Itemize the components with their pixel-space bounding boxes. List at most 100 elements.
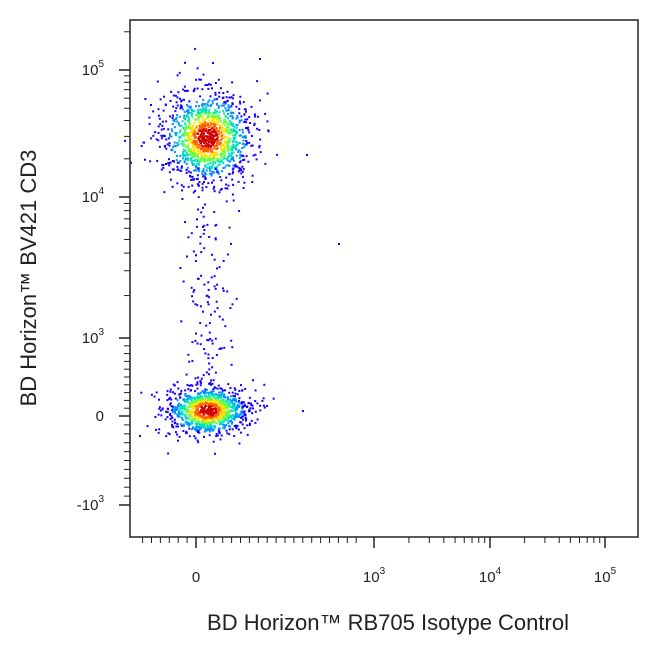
event-point <box>209 135 212 138</box>
event-point <box>218 421 221 423</box>
event-point <box>181 418 184 421</box>
event-point <box>219 416 222 419</box>
event-point <box>183 408 186 411</box>
event-point <box>174 126 177 129</box>
event-point <box>225 399 228 402</box>
event-point <box>204 164 207 167</box>
event-point <box>199 108 202 111</box>
event-point <box>193 398 196 401</box>
event-point <box>216 98 218 101</box>
event-point <box>238 108 241 110</box>
event-point <box>244 404 247 407</box>
event-point <box>203 150 206 153</box>
event-point <box>223 408 226 411</box>
event-point <box>204 427 207 430</box>
event-point <box>179 160 182 163</box>
event-point <box>228 154 231 157</box>
event-point <box>221 398 224 401</box>
event-point <box>172 105 175 108</box>
event-point <box>221 403 224 405</box>
event-point <box>193 110 196 113</box>
event-point <box>194 189 197 192</box>
event-point <box>193 178 196 181</box>
event-point <box>225 109 228 112</box>
event-point <box>211 404 213 407</box>
event-point <box>158 117 161 120</box>
event-point <box>200 418 203 421</box>
event-point <box>194 405 197 408</box>
event-point <box>190 232 193 235</box>
event-point <box>196 422 199 425</box>
event-point <box>160 168 163 171</box>
event-point <box>191 405 194 408</box>
event-point <box>188 111 191 114</box>
event-point <box>211 123 213 126</box>
event-point <box>204 153 207 156</box>
event-point <box>199 391 202 394</box>
event-point <box>218 163 221 166</box>
event-point <box>196 110 199 113</box>
x-tick-label: 105 <box>594 566 617 586</box>
event-point <box>198 168 201 171</box>
event-point <box>211 339 214 342</box>
event-point <box>188 417 191 420</box>
event-point <box>240 384 242 387</box>
event-point <box>220 104 223 107</box>
event-point <box>208 373 210 376</box>
event-point <box>192 418 195 421</box>
event-point <box>211 366 214 369</box>
event-point <box>181 410 184 413</box>
event-point <box>201 423 204 426</box>
event-point <box>231 117 234 120</box>
event-point <box>201 107 204 110</box>
event-point <box>226 141 229 143</box>
event-point <box>203 435 205 438</box>
event-point <box>175 101 178 104</box>
event-point <box>262 404 265 407</box>
event-point <box>264 162 267 165</box>
event-point <box>208 156 211 159</box>
event-point <box>177 123 180 126</box>
event-point <box>254 410 257 413</box>
event-point <box>236 141 239 144</box>
event-point <box>204 177 207 180</box>
event-point <box>207 403 210 406</box>
event-point <box>219 175 222 178</box>
event-point <box>170 90 173 93</box>
event-point <box>176 381 179 384</box>
event-point <box>199 399 202 402</box>
event-point <box>184 118 187 121</box>
event-point <box>205 404 208 407</box>
event-point <box>185 163 188 165</box>
event-point <box>237 150 240 153</box>
event-point <box>216 158 219 161</box>
event-point <box>220 187 223 190</box>
event-point <box>205 130 208 133</box>
event-point <box>209 124 212 127</box>
event-point <box>236 124 239 127</box>
event-point <box>191 112 194 115</box>
event-point <box>221 404 224 407</box>
event-point <box>217 114 220 117</box>
event-point <box>187 126 190 129</box>
event-point <box>243 121 246 123</box>
event-point <box>202 169 205 172</box>
event-point <box>194 303 197 306</box>
event-point <box>227 383 230 386</box>
event-point <box>241 423 244 426</box>
event-point <box>171 149 174 152</box>
event-point <box>217 409 220 412</box>
event-point <box>193 147 196 150</box>
event-point <box>195 147 198 150</box>
event-point <box>188 120 191 123</box>
event-point <box>196 429 199 432</box>
event-point <box>193 169 196 172</box>
event-point <box>205 128 208 131</box>
event-point <box>212 187 215 190</box>
event-point <box>217 105 220 108</box>
event-point <box>220 155 223 158</box>
event-point <box>214 408 217 410</box>
event-point <box>197 430 200 433</box>
event-point <box>183 85 186 88</box>
event-point <box>189 412 192 415</box>
